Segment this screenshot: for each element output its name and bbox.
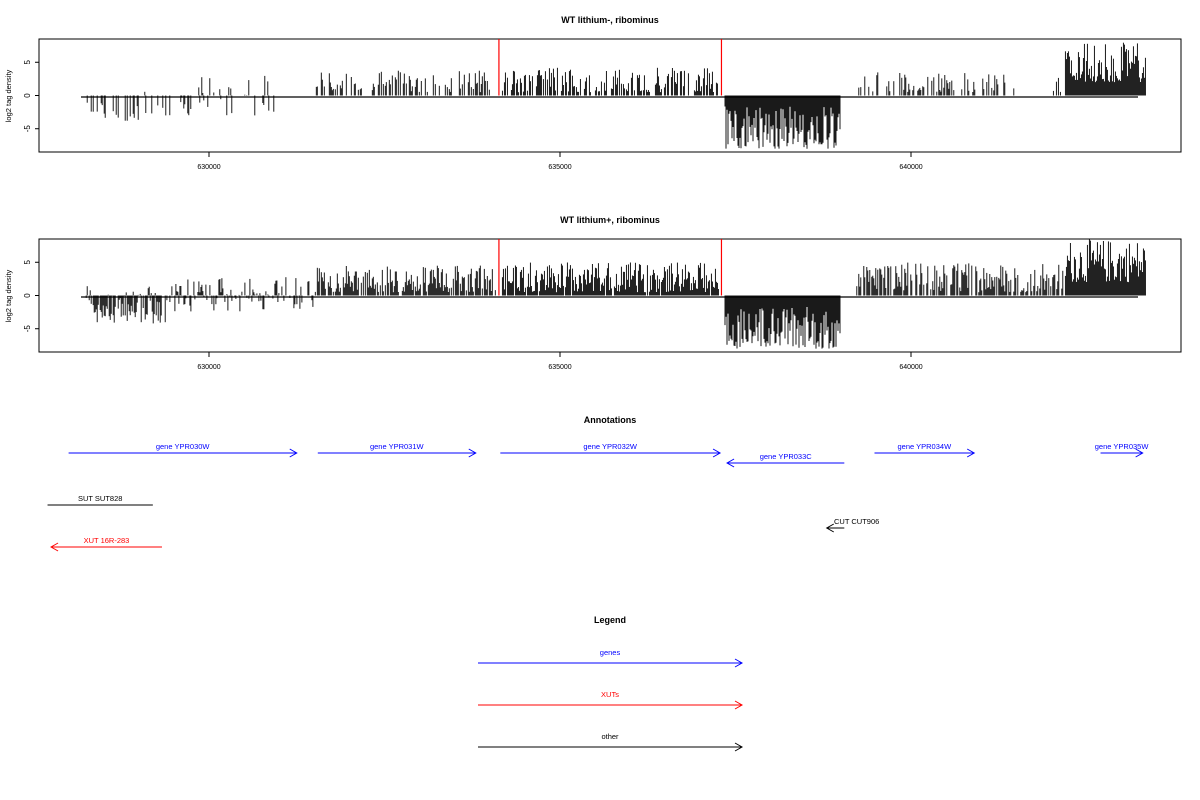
x-tick-label: 635000 [548,164,571,171]
x-tick-label: 635000 [548,364,571,371]
arrowhead [825,523,835,533]
feature-layer: gene YPR030W gene YPR031W gene YPR032W gene… [47,442,1150,552]
feature-label: gene YPR032W [583,442,638,451]
arrowhead [50,542,59,552]
feature: gene YPR030W [68,442,298,458]
feature: gene YPR031W [317,442,477,458]
arrowhead [734,700,744,710]
legend: Legend genes XUTs other [478,615,744,752]
y-tick-label: 0 [23,293,32,298]
x-tick-label: 630000 [197,164,220,171]
arrowhead [734,742,744,752]
feature-label: SUT SUT828 [78,494,122,503]
feature-label: gene YPR031W [370,442,425,451]
coverage-bars [85,239,1146,349]
x-axis: 630000 635000 640000 [197,352,923,371]
y-axis-label: log2 tag density [4,269,13,322]
arrowhead [734,658,744,668]
coverage-panel-lithium-plus: WT lithium+, ribominus log2 tag density … [4,215,1182,371]
red-markers [498,39,723,96]
plot-frame [38,38,1182,153]
legend-title: Legend [594,615,626,625]
feature-label: gene YPR030W [156,442,211,451]
annotations-track: Annotations gene YPR030W gene YPR031W gene… [47,415,1150,552]
legend-label: XUTs [601,690,619,699]
legend-items: genes XUTs other [478,648,744,752]
x-tick-label: 630000 [197,364,220,371]
feature-label: gene YPR035W [1095,442,1150,451]
arrowhead [1135,448,1144,458]
feature-label: gene YPR033C [760,452,813,461]
y-tick-label: 0 [23,93,32,98]
y-tick-label: 5 [23,259,32,264]
feature: SUT SUT828 [47,494,153,506]
coverage-bars [86,42,1146,149]
panel-title: WT lithium+, ribominus [560,215,660,225]
feature: CUT CUT906 [825,517,879,533]
x-tick-label: 640000 [899,164,922,171]
arrowhead [966,448,976,458]
y-axis: -5 0 5 [23,259,39,332]
feature-label: gene YPR034W [898,442,953,451]
arrowhead [289,448,298,458]
arrowhead [726,458,735,468]
y-axis: -5 0 5 [23,59,39,132]
y-tick-label: 5 [23,59,32,64]
arrowhead [468,448,477,458]
y-axis-label: log2 tag density [4,69,13,122]
annotations-title: Annotations [584,415,637,425]
arrowhead [712,448,722,458]
coverage-panel-lithium-minus: WT lithium-, ribominus log2 tag density … [4,15,1182,171]
feature: gene YPR032W [500,442,722,458]
panel-title: WT lithium-, ribominus [561,15,659,25]
y-tick-label: -5 [23,125,32,133]
legend-label: genes [600,648,621,657]
feature: gene YPR035W [1095,442,1150,458]
feature-label: XUT 16R-283 [84,536,130,545]
x-tick-label: 640000 [899,364,922,371]
legend-item: XUTs [478,690,744,710]
y-tick-label: -5 [23,325,32,333]
feature: XUT 16R-283 [50,536,162,552]
feature: gene YPR033C [726,452,845,468]
x-axis: 630000 635000 640000 [197,152,923,171]
feature-label: CUT CUT906 [834,517,879,526]
legend-label: other [601,732,619,741]
red-markers [498,239,723,296]
legend-item: other [478,732,744,752]
legend-item: genes [478,648,744,668]
feature: gene YPR034W [874,442,976,458]
